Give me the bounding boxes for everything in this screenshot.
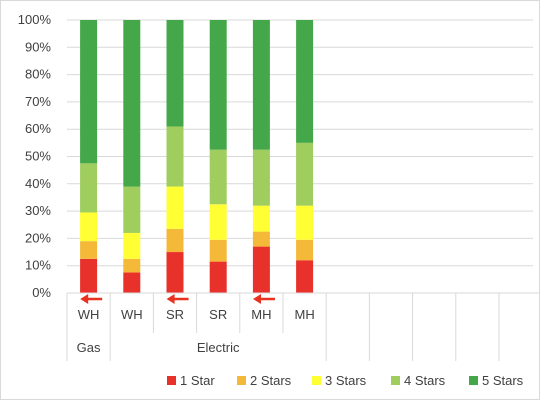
legend-label: 4 Stars [404, 373, 446, 388]
y-tick-label: 30% [25, 203, 51, 218]
bar-segment [296, 260, 314, 293]
arrows [80, 294, 275, 304]
y-tick-label: 50% [25, 149, 51, 164]
arrow-head [166, 294, 175, 304]
bar-segment [166, 126, 184, 187]
bar-segment [209, 149, 227, 205]
bar-segment [166, 186, 184, 229]
y-tick-label: 100% [18, 12, 52, 27]
y-tick-label: 40% [25, 176, 51, 191]
bar-segment [252, 231, 270, 247]
bar-segment [123, 20, 141, 187]
x-category-label: WH [121, 307, 143, 322]
arrow-head [80, 294, 89, 304]
bar-segment [80, 20, 98, 164]
legend-swatch [391, 376, 400, 385]
bar-segment [296, 239, 314, 261]
y-tick-label: 70% [25, 94, 51, 109]
y-tick-label: 60% [25, 121, 51, 136]
bar-segment [80, 258, 98, 293]
legend-swatch [469, 376, 478, 385]
arrow-head [253, 294, 261, 304]
legend-label: 3 Stars [325, 373, 367, 388]
left-arrow-icon [253, 294, 275, 304]
x-category-label: SR [166, 307, 184, 322]
bar-segment [80, 212, 98, 242]
bar-segment [252, 205, 270, 232]
legend-swatch [167, 376, 176, 385]
y-tick-label: 80% [25, 67, 51, 82]
bar-segment [166, 252, 184, 293]
bar-segment [80, 241, 98, 259]
left-arrow-icon [80, 294, 103, 304]
bar-segment [123, 232, 141, 259]
bar-segment [209, 239, 227, 262]
bar-segment [252, 149, 270, 206]
x-axis: WH WH SR SR MH MH Gas Electric [66, 292, 540, 361]
y-tick-label: 0% [32, 285, 51, 300]
y-axis-ticks: 0% 10% 20% 30% 40% 50% 60% 70% 80% 90% 100% [18, 12, 52, 300]
bar-segment [252, 20, 270, 150]
bars [80, 20, 314, 293]
bar-segment [123, 258, 141, 273]
x-category-label: WH [78, 307, 100, 322]
legend-label: 2 Stars [250, 373, 292, 388]
bar-segment [166, 228, 184, 253]
bar-segment [209, 204, 227, 240]
bar-segment [80, 163, 98, 213]
y-tick-label: 10% [25, 258, 51, 273]
x-group-label: Gas [77, 340, 101, 355]
bar-segment [123, 186, 141, 233]
y-tick-label: 20% [25, 230, 51, 245]
legend-label: 5 Stars [482, 373, 524, 388]
x-category-label: MH [251, 307, 271, 322]
x-category-label: MH [294, 307, 314, 322]
bar-segment [209, 261, 227, 293]
legend-swatch [312, 376, 321, 385]
y-tick-label: 90% [25, 39, 51, 54]
left-arrow-icon [166, 294, 189, 304]
legend: 1 Star 2 Stars 3 Stars 4 Stars 5 Stars [167, 373, 524, 388]
bar-segment [209, 20, 227, 150]
x-category-label: SR [209, 307, 227, 322]
bar-segment [123, 272, 141, 293]
bar-segment [296, 205, 314, 240]
legend-swatch [237, 376, 246, 385]
x-group-label: Electric [197, 340, 240, 355]
bar-segment [296, 20, 314, 143]
bar-segment [252, 246, 270, 293]
bar-segment [296, 142, 314, 206]
bar-segment [166, 20, 184, 127]
legend-label: 1 Star [180, 373, 215, 388]
